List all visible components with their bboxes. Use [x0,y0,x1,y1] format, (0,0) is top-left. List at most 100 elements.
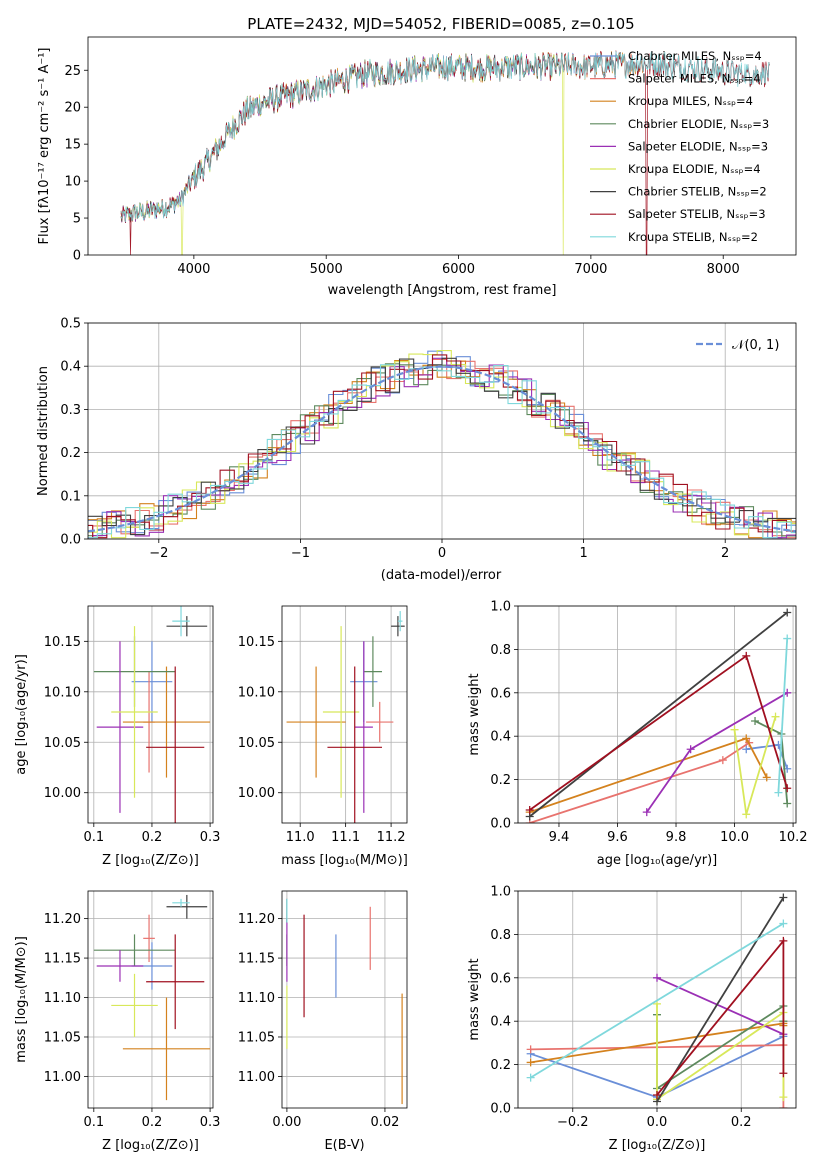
panel-xlabel: Z [log₁₀(Z/Z⊙)] [609,1138,706,1153]
y-tick-label-2: 11.10 [238,991,275,1006]
weight-marker-2-2 [762,773,771,782]
x-tick-label-1: 11.1 [331,830,360,845]
panel-xlabel: Z [log₁₀(Z/Z⊙)] [102,1138,199,1153]
weight-marker-7-0 [653,1090,661,1099]
panel-frame [281,890,408,1109]
weight-marker-4-0 [653,973,661,982]
y-tick-label-5: 1.0 [490,885,511,900]
y-tick-label-0: 10.00 [44,786,81,801]
x-tick-label-2: 0.3 [200,1115,221,1130]
panel-xlabel: E(B-V) [324,1138,364,1153]
weight-marker-4-0 [642,808,651,817]
residual-panel: −2 −1 0 1 2 0.0 0.1 0.2 0.3 0.4 0.5 (data-model)/e… [36,317,797,583]
y-tick-label-4: 11.20 [238,912,275,927]
residual-legend: 𝒩(0, 1) [696,338,779,353]
age-vs-mass-panel: 11.0 11.1 11.2 10.00 10.05 10.10 10.15 mass [lo… [238,605,408,868]
panel-data [526,893,788,1108]
residual-histogram-7 [88,354,796,539]
spectrum-lines [120,50,770,256]
y-tick-label-5: 1.0 [490,600,511,615]
x-tick-label-1: 5000 [310,262,343,277]
residual-histogram-6 [88,357,796,536]
weight-marker-7-0 [525,805,534,814]
weight-line-8 [530,922,784,1079]
weight-marker-1-1 [718,756,727,765]
panel-frame [87,605,214,824]
y-tick-label-0: 0.0 [490,1102,511,1117]
normal-reference-curve [87,365,797,533]
spectrum-legend: Chabrier MILES, Nₛₛₚ=4 Salpeter MILES, Nₛ… [590,49,769,244]
x-tick-label-3: 1 [579,546,587,561]
y-tick-label-4: 0.8 [490,643,511,658]
mass-vs-Z-panel: 0.1 0.2 0.3 11.00 11.05 11.10 11.15 11.20 Z [log… [14,890,221,1153]
panel-xlabel: mass [log₁₀(M/M⊙)] [281,853,408,868]
weight-marker-7-1 [742,651,751,660]
y-tick-label-2: 0.2 [60,446,81,461]
weight-marker-2-1 [742,734,751,743]
x-tick-label-4: 2 [721,546,729,561]
y-tick-label-2: 10.10 [44,685,81,700]
x-tick-label-0: 11.0 [286,830,315,845]
x-tick-label-1: 0.2 [142,830,163,845]
y-tick-label-4: 20 [64,101,81,116]
x-tick-label-4: 10.2 [779,830,808,845]
y-tick-label-4: 0.4 [60,360,81,375]
spectrum-legend-label-2: Kroupa MILES, Nₛₛₚ=4 [628,94,753,108]
weight-marker-6-1 [783,608,792,617]
y-tick-label-3: 11.15 [238,952,275,967]
y-tick-label-2: 0.4 [490,730,511,745]
weight-vs-age-panel: 9.4 9.6 9.8 10.0 10.2 0.0 0.2 0.4 0.6 0.8 1.0 age [… [467,600,808,869]
y-tick-label-1: 0.1 [60,489,81,504]
y-tick-label-3: 11.15 [44,952,81,967]
weight-marker-6-1 [779,893,788,902]
spectrum-frame [87,36,797,256]
panel-data [286,898,403,1105]
x-tick-label-2: 9.8 [666,830,687,845]
panel-data [93,606,211,823]
weight-marker-5-2 [771,712,780,721]
x-tick-label-0: 4000 [177,262,210,277]
weight-marker-5-3 [779,1093,788,1102]
y-tick-label-2: 10.10 [238,685,275,700]
residual-xlabel: (data-model)/error [381,568,502,583]
x-tick-label-1: 0.0 [647,1115,668,1130]
weight-marker-5-1 [742,810,751,819]
weight-marker-1-0 [526,1045,535,1054]
panel-frame [87,890,214,1109]
y-tick-label-0: 11.00 [44,1070,81,1085]
y-tick-label-1: 5 [73,212,81,227]
spectrum-ylabel: Flux [fλ10⁻¹⁷ erg cm⁻² s⁻¹ A⁻¹] [37,48,52,245]
x-tick-label-2: 0.2 [731,1115,752,1130]
weight-marker-1-2 [779,1104,788,1108]
y-tick-label-3: 10.15 [44,635,81,650]
y-tick-label-1: 11.05 [238,1030,275,1045]
residual-ylabel: Normed distribution [36,366,51,496]
x-tick-label-2: 0.3 [200,830,221,845]
age-vs-Z-panel: 0.1 0.2 0.3 10.00 10.05 10.10 10.15 Z [log₁₀(Z/… [14,605,221,868]
spectrum-legend-label-0: Chabrier MILES, Nₛₛₚ=4 [628,49,762,63]
y-tick-label-2: 0.4 [490,1015,511,1030]
spectrum-legend-label-3: Chabrier ELODIE, Nₛₛₚ=3 [628,117,769,131]
spectrum-legend-label-7: Salpeter STELIB, Nₛₛₚ=3 [628,207,766,221]
residual-histogram-1 [88,358,796,539]
spectrum-ticks: 4000 5000 6000 7000 8000 0 5 10 15 20 25 [64,64,739,277]
y-tick-label-3: 0.6 [490,971,511,986]
y-tick-label-1: 0.2 [490,1058,511,1073]
x-tick-label-1: 0.02 [370,1115,399,1130]
weight-marker-8-1 [779,919,788,928]
x-tick-label-1: −1 [291,546,310,561]
weight-marker-3-2 [783,799,792,808]
weight-marker-7-2 [779,1069,788,1078]
y-tick-label-3: 0.6 [490,686,511,701]
weight-marker-8-1 [783,634,792,643]
weight-vs-Z-panel: −0.2 0.0 0.2 0.0 0.2 0.4 0.6 0.8 1.0 Z [log₁₀(Z/Z… [467,885,797,1153]
residual-frame [87,322,797,540]
y-tick-label-0: 0 [73,249,81,264]
weight-marker-4-1 [686,745,695,754]
spectrum-panel: PLATE=2432, MJD=54052, FIBERID=0085, z=0… [37,15,797,298]
spectrum-title: PLATE=2432, MJD=54052, FIBERID=0085, z=0… [247,15,634,33]
panel-xlabel: Z [log₁₀(Z/Z⊙)] [102,853,199,868]
weight-marker-7-1 [779,936,788,945]
x-tick-label-2: 0 [438,546,446,561]
weight-line-6 [529,611,788,818]
